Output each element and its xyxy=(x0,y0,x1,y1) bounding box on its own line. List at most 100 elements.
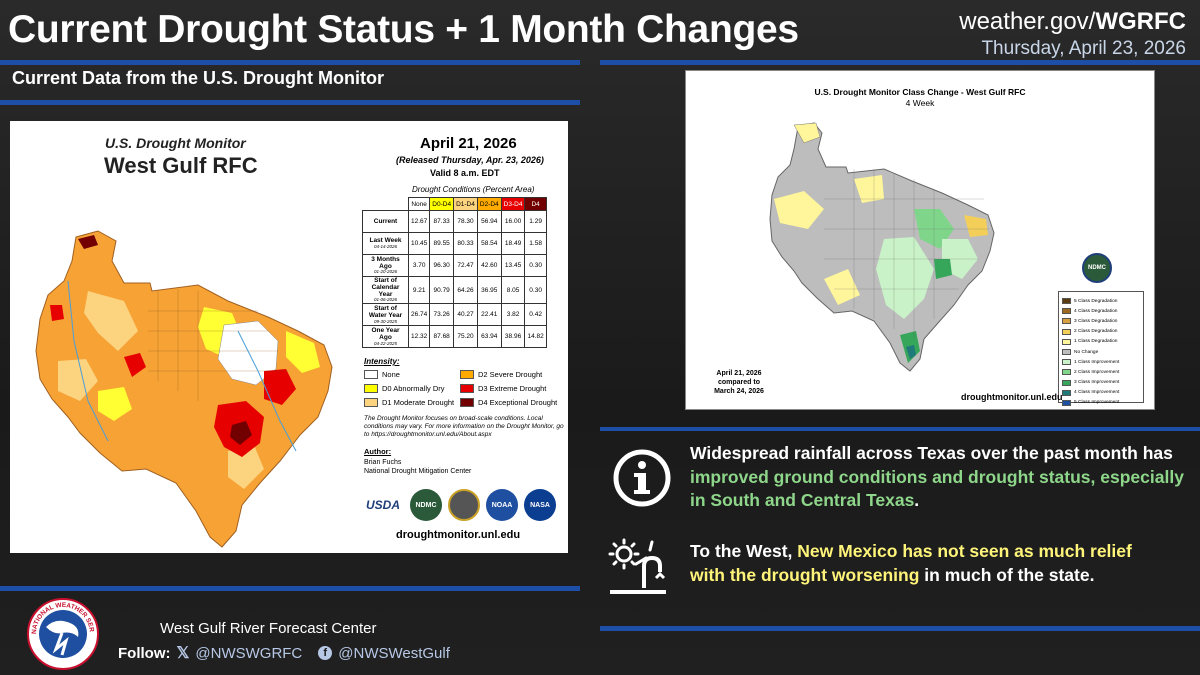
class-change-legend: 5 Class Degradation 4 Class Degradation 3 … xyxy=(1058,291,1144,406)
mid-bar-right xyxy=(600,427,1200,431)
info-text-start: Widespread rainfall across Texas over th… xyxy=(690,443,1173,463)
row-label-text: 3 Months Ago xyxy=(371,255,400,271)
col-none: None xyxy=(407,197,431,211)
legend-label: D0 Abnormally Dry xyxy=(382,384,445,393)
change-legend-label: 5 Class Improvement xyxy=(1074,400,1120,406)
x-icon[interactable]: 𝕏 xyxy=(176,645,190,662)
legend-label: D3 Extreme Drought xyxy=(478,384,547,393)
legend-swatch xyxy=(460,398,474,407)
author-heading: Author: xyxy=(364,447,392,456)
change-legend-swatch xyxy=(1062,308,1071,315)
date-prior: March 24, 2026 xyxy=(714,388,764,396)
drought-map xyxy=(35,230,333,548)
table-cell: 26.74 xyxy=(407,303,431,327)
droughtmonitor-url[interactable]: droughtmonitor.unl.edu xyxy=(396,529,521,541)
row-label: Start of Water Year 09-30-2025 xyxy=(362,303,409,327)
info-text: Widespread rainfall across Texas over th… xyxy=(690,442,1185,513)
row-label: 3 Months Ago 01-20-2026 xyxy=(362,254,409,277)
table-cell: 42.60 xyxy=(476,254,502,277)
change-legend-item: 5 Class Improvement xyxy=(1062,398,1140,408)
follow-row: Follow: 𝕏 @NWSWGRFC f @NWSWestGulf xyxy=(118,643,450,663)
table-row: Start of Calendar Year 01-06-2026 9.21 90.7… xyxy=(362,275,547,305)
change-legend-swatch xyxy=(1062,389,1071,396)
subtitle-bar xyxy=(0,100,580,105)
table-caption: Drought Conditions (Percent Area) xyxy=(412,185,535,194)
table-header-row: None D0-D4 D1-D4 D2-D4 D3-D4 D4 xyxy=(363,197,547,211)
west-text-end: in much of the state. xyxy=(919,564,1095,585)
map-date: April 21, 2026 xyxy=(420,135,517,152)
legend-swatch xyxy=(364,384,378,393)
legend-label: D1 Moderate Drought xyxy=(382,398,455,407)
table-cell: 16.00 xyxy=(500,210,526,233)
change-legend-swatch xyxy=(1062,359,1071,366)
change-legend-item: 3 Class Improvement xyxy=(1062,378,1140,388)
change-legend-swatch xyxy=(1062,349,1071,356)
usdm-title: U.S. Drought Monitor xyxy=(105,135,246,151)
ndmc-logo: NDMC xyxy=(410,489,442,521)
legend-item: D1 Moderate Drought xyxy=(364,398,454,407)
table-cell: 3.70 xyxy=(407,254,431,277)
west-text-highlight: New Mexico has not seen as much relief w… xyxy=(690,541,1132,585)
col-d0d4: D0-D4 xyxy=(429,197,455,211)
legend-label: None xyxy=(382,370,400,379)
table-row: Last Week 04-14-2026 10.45 89.55 80.33 58.54 1… xyxy=(362,232,547,255)
table-cell: 1.29 xyxy=(524,210,547,233)
row-label: One Year Ago 04-22-2025 xyxy=(362,325,409,349)
change-legend-label: 5 Class Degradation xyxy=(1074,298,1118,304)
author-org: National Drought Mitigation Center xyxy=(364,468,472,476)
change-legend-swatch xyxy=(1062,338,1071,345)
table-cell: 13.45 xyxy=(500,254,526,277)
map-valid: Valid 8 a.m. EDT xyxy=(430,168,500,178)
table-cell: 80.33 xyxy=(453,232,478,255)
change-legend-label: 1 Class Degradation xyxy=(1074,339,1118,345)
site-link[interactable]: weather.gov/WGRFC xyxy=(959,8,1186,36)
table-cell: 12.67 xyxy=(407,210,431,233)
table-cell: 14.82 xyxy=(524,325,547,349)
lower-bar-right xyxy=(600,626,1200,631)
site-prefix: weather.gov/ xyxy=(959,8,1096,35)
table-cell: 10.45 xyxy=(407,232,431,255)
change-legend-item: 1 Class Improvement xyxy=(1062,357,1140,367)
change-legend-item: No Change xyxy=(1062,347,1140,357)
change-legend-swatch xyxy=(1062,399,1071,406)
row-label-text: Start of Water Year xyxy=(368,305,403,320)
change-legend-item: 3 Class Degradation xyxy=(1062,316,1140,326)
class-change-url[interactable]: droughtmonitor.unl.edu xyxy=(961,392,1063,402)
change-legend-item: 1 Class Degradation xyxy=(1062,337,1140,347)
table-cell: 22.41 xyxy=(476,303,502,327)
table-cell: 87.33 xyxy=(429,210,455,233)
row-label-date: 01-06-2026 xyxy=(373,297,398,303)
ndmc-badge: NDMC xyxy=(1082,253,1112,283)
change-legend-swatch xyxy=(1062,369,1071,376)
subtitle: Current Data from the U.S. Drought Monit… xyxy=(12,68,384,88)
change-legend-swatch xyxy=(1062,328,1071,335)
table-cell: 38.96 xyxy=(500,325,526,349)
facebook-icon[interactable]: f xyxy=(318,646,333,660)
legend-swatch xyxy=(460,370,474,379)
follow-label: Follow: xyxy=(118,644,171,662)
change-legend-item: 5 Class Degradation xyxy=(1062,296,1140,306)
sun-drought-icon xyxy=(608,538,666,594)
legend-item: D4 Exceptional Drought xyxy=(460,398,557,407)
row-label-date: 01-20-2026 xyxy=(373,269,398,275)
legend-swatch xyxy=(460,384,474,393)
table-cell: 72.47 xyxy=(453,254,478,277)
class-change-subtitle: 4 Week xyxy=(905,98,935,108)
legend-swatch xyxy=(364,370,378,379)
legend-item: D0 Abnormally Dry xyxy=(364,384,445,393)
doc-seal-logo xyxy=(448,489,480,521)
site-suffix: WGRFC xyxy=(1095,8,1186,35)
top-accent-bar-right xyxy=(600,60,1200,65)
class-change-title: U.S. Drought Monitor Class Change - West… xyxy=(814,87,1026,97)
change-legend-label: 4 Class Improvement xyxy=(1074,390,1120,396)
row-label-text: One Year Ago xyxy=(371,327,400,342)
office-name: West Gulf River Forecast Center xyxy=(160,620,377,637)
facebook-handle[interactable]: @NWSWestGulf xyxy=(338,644,450,662)
x-handle[interactable]: @NWSWGRFC xyxy=(195,644,303,662)
table-cell: 3.82 xyxy=(500,303,526,327)
legend-item: D2 Severe Drought xyxy=(460,370,542,379)
row-label-date: 04-14-2026 xyxy=(373,243,398,249)
row-label-text: Current xyxy=(373,217,398,225)
change-legend-label: 3 Class Degradation xyxy=(1074,318,1118,324)
table-row: Start of Water Year 09-30-2025 26.74 73.26 4… xyxy=(362,303,547,327)
